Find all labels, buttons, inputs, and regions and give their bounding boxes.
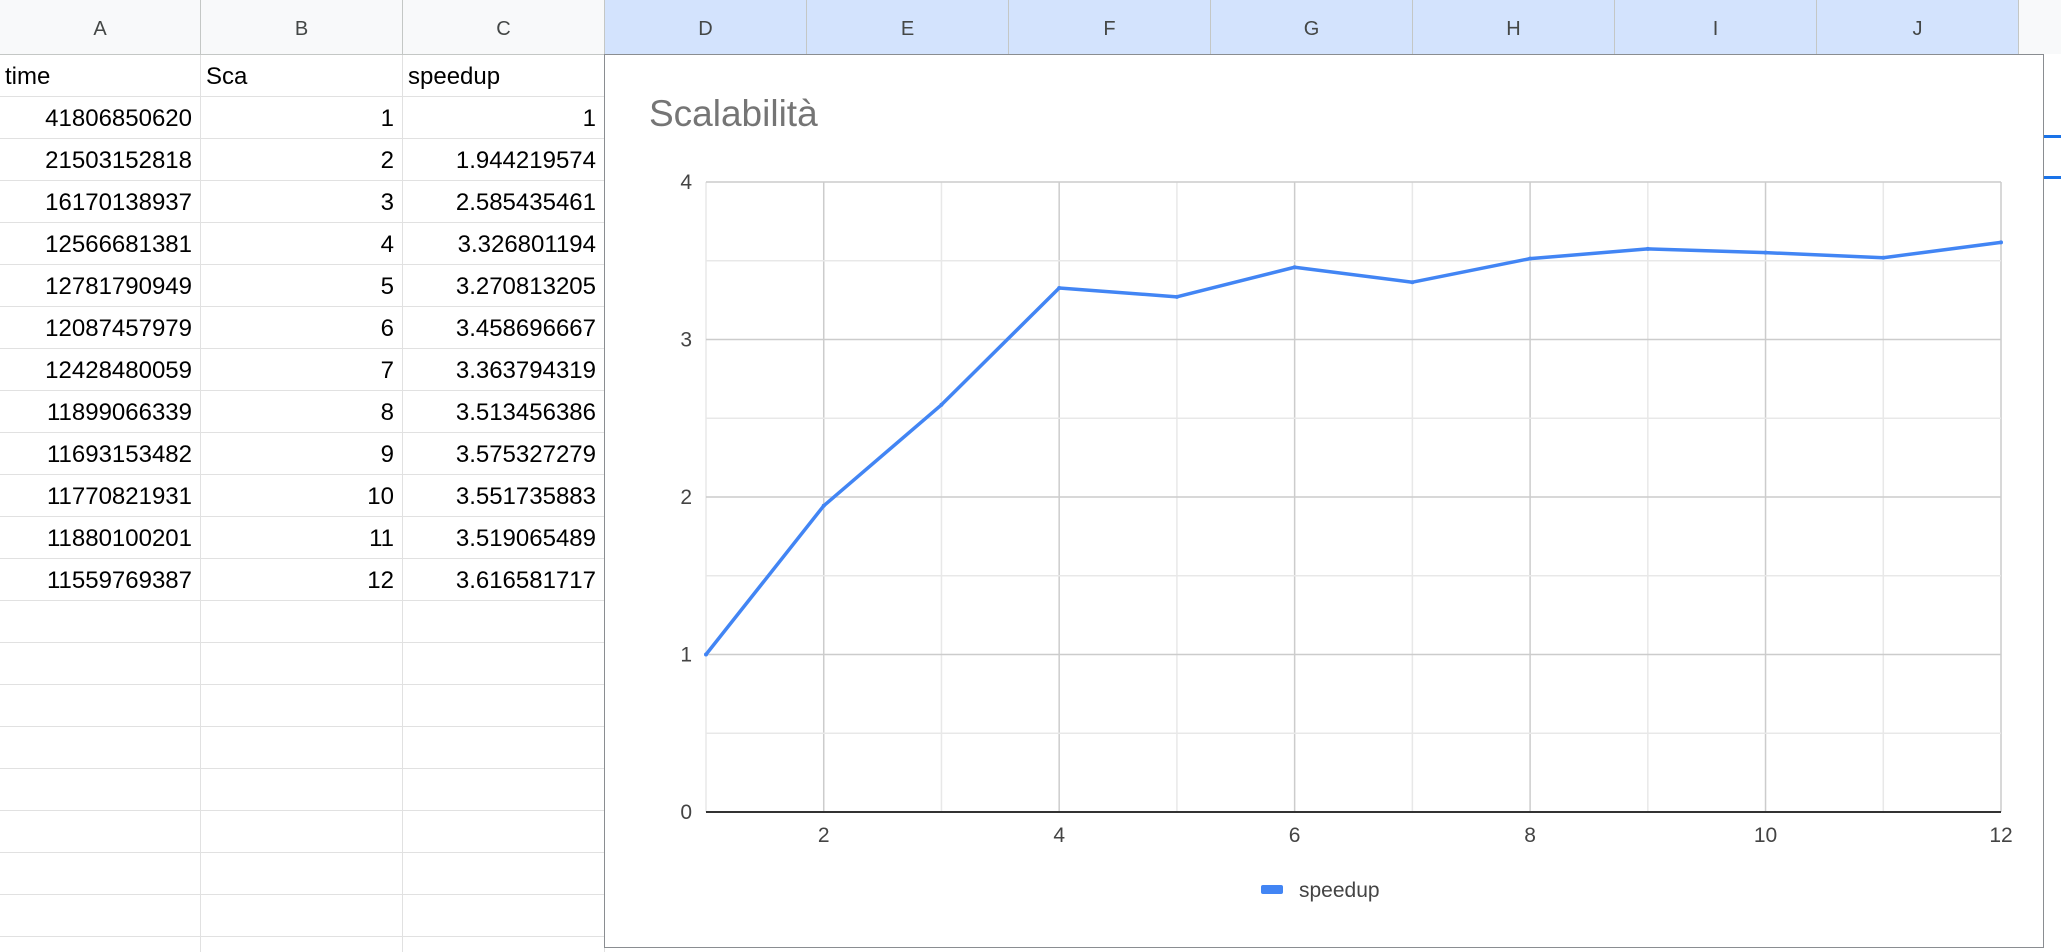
cell-speedup[interactable]: 3.519065489	[455, 525, 596, 552]
cell-time[interactable]: 11770821931	[46, 483, 192, 510]
x-tick-label: 12	[1989, 824, 2012, 847]
cell-speedup[interactable]: 3.551735883	[455, 483, 596, 510]
cell-time[interactable]: 11693153482	[46, 441, 192, 468]
cell-speedup[interactable]: 3.326801194	[457, 231, 596, 258]
data-point	[1292, 265, 1297, 270]
data-point	[939, 402, 944, 407]
column-header-row: A B C D E F G H I J	[0, 0, 2061, 55]
y-tick-label: 2	[680, 486, 692, 509]
cell-speedup[interactable]: 3.363794319	[455, 357, 596, 384]
column-header-d[interactable]: D	[605, 0, 807, 54]
y-tick-label: 1	[680, 644, 692, 667]
x-tick-label: 6	[1289, 824, 1301, 847]
data-point	[1881, 255, 1886, 260]
cell-sca[interactable]: 4	[380, 231, 394, 258]
data-point	[821, 503, 826, 508]
column-header-g[interactable]: G	[1211, 0, 1413, 54]
cell-sca[interactable]: 3	[380, 189, 394, 216]
cell-time[interactable]: 12566681381	[45, 231, 192, 258]
cell-speedup[interactable]: 3.575327279	[455, 441, 596, 468]
cell-sca[interactable]: 7	[380, 357, 394, 384]
cell-speedup[interactable]: 1	[582, 105, 596, 132]
x-tick-label: 4	[1053, 824, 1065, 847]
cell-time[interactable]: 21503152818	[45, 147, 192, 174]
column-header-b[interactable]: B	[201, 0, 403, 54]
legend-swatch	[1261, 885, 1283, 894]
cell-sca[interactable]: 1	[380, 105, 394, 132]
y-tick-label: 0	[680, 801, 692, 824]
cell-sca[interactable]: 11	[369, 525, 394, 552]
cell-speedup[interactable]: 1.944219574	[455, 147, 596, 174]
column-header-j[interactable]: J	[1817, 0, 2019, 54]
cell-speedup[interactable]: 3.513456386	[455, 399, 596, 426]
y-tick-label: 4	[680, 171, 692, 194]
offscreen-line-mark	[2044, 135, 2061, 138]
column-header-c[interactable]: C	[403, 0, 605, 54]
cell-time[interactable]: 16170138937	[45, 189, 192, 216]
cell-sca[interactable]: 6	[380, 315, 394, 342]
cell-header-time[interactable]: time	[5, 63, 51, 90]
data-point	[1057, 286, 1062, 291]
cell-sca[interactable]: 12	[367, 567, 394, 594]
data-point	[1999, 240, 2003, 245]
cell-speedup[interactable]: 3.458696667	[455, 315, 596, 342]
x-tick-label: 8	[1524, 824, 1536, 847]
cell-speedup[interactable]: 3.616581717	[455, 567, 596, 594]
column-header-i[interactable]: I	[1615, 0, 1817, 54]
column-header-e[interactable]: E	[807, 0, 1009, 54]
embedded-chart[interactable]: Scalabilità 0 1 2 3 4 2 4 6 8 10 12 speedup	[604, 54, 2044, 948]
cell-time[interactable]: 12428480059	[45, 357, 192, 384]
cell-sca[interactable]: 5	[380, 273, 394, 300]
series-line-speedup	[704, 240, 2002, 656]
legend-label: speedup	[1299, 879, 1380, 902]
cell-sca[interactable]: 8	[380, 399, 394, 426]
cell-time[interactable]: 41806850620	[45, 105, 192, 132]
data-point	[1410, 280, 1415, 285]
chart-title: Scalabilità	[649, 93, 818, 134]
cell-sca[interactable]: 2	[380, 147, 394, 174]
x-tick-label: 2	[818, 824, 830, 847]
cell-time[interactable]: 11899066339	[46, 399, 192, 426]
data-point	[1763, 250, 1768, 255]
cell-sca[interactable]: 9	[380, 441, 394, 468]
column-header-h[interactable]: H	[1413, 0, 1615, 54]
x-tick-label: 10	[1754, 824, 1777, 847]
cell-header-sca[interactable]: Sca	[206, 63, 248, 90]
column-header-f[interactable]: F	[1009, 0, 1211, 54]
offscreen-panel-edge	[2044, 54, 2061, 952]
data-point	[704, 652, 708, 657]
data-point	[1645, 246, 1650, 251]
data-point	[1528, 256, 1533, 261]
cell-speedup[interactable]: 2.585435461	[455, 189, 596, 216]
offscreen-line-mark	[2044, 176, 2061, 179]
data-point	[1174, 294, 1179, 299]
cell-time[interactable]: 12087457979	[45, 315, 192, 342]
column-header-a[interactable]: A	[0, 0, 201, 54]
cell-header-speedup[interactable]: speedup	[408, 63, 501, 90]
cell-speedup[interactable]: 3.270813205	[455, 273, 596, 300]
cell-sca[interactable]: 10	[367, 483, 394, 510]
y-tick-label: 3	[680, 329, 692, 352]
cell-time[interactable]: 11880100201	[46, 525, 192, 552]
cell-time[interactable]: 12781790949	[45, 273, 192, 300]
cell-time[interactable]: 11559769387	[46, 567, 192, 594]
